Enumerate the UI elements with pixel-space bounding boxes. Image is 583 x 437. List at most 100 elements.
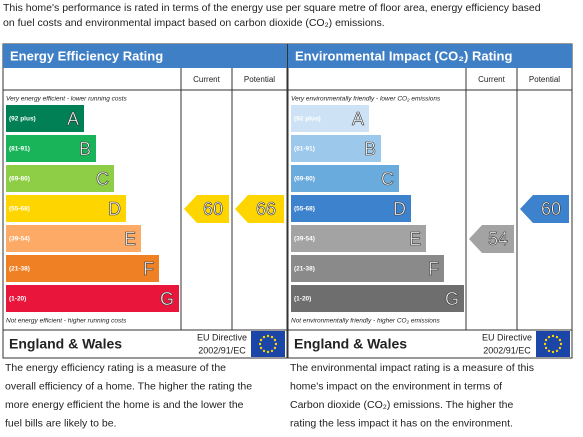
band-letter: D <box>108 199 121 219</box>
band-range: (69-80) <box>9 176 30 183</box>
band-range: (39-54) <box>9 236 30 243</box>
potential-header: Potential <box>244 75 275 84</box>
band-letter: A <box>352 109 364 129</box>
potential-rating: 66 <box>256 199 276 219</box>
rating-band <box>291 225 426 252</box>
band-range: (21-38) <box>9 266 30 273</box>
band-letter: C <box>381 169 394 189</box>
rating-band <box>6 225 141 252</box>
eu-star <box>555 349 559 353</box>
eu-star <box>266 350 270 354</box>
description-line: rating the less impact it has on the env… <box>290 417 513 429</box>
band-range: (55-68) <box>294 206 315 213</box>
band-letter: B <box>79 139 91 159</box>
eu-star <box>262 349 266 353</box>
eu-star <box>270 349 274 353</box>
rating-band <box>6 255 159 282</box>
current-arrow <box>469 225 514 253</box>
top-note: Very energy efficient - lower running co… <box>6 96 128 103</box>
eu-star <box>551 350 555 354</box>
eu-star <box>259 338 263 342</box>
band-range: (21-38) <box>294 266 315 273</box>
rating-band <box>291 105 369 132</box>
eu-star <box>558 346 562 350</box>
band-range: (55-68) <box>9 206 30 213</box>
current-rating: 54 <box>488 229 508 249</box>
potential-header: Potential <box>529 75 560 84</box>
description-line: overall efficiency of a home. The higher… <box>5 380 252 392</box>
rating-band <box>6 195 126 222</box>
description-line: more energy efficient the home is and th… <box>5 399 244 411</box>
band-range: (92 plus) <box>9 116 36 123</box>
description-line: home's impact on the environment in term… <box>290 380 502 392</box>
potential-arrow <box>520 195 569 223</box>
eu-star <box>259 346 263 350</box>
directive-code: 2002/91/EC <box>483 345 531 355</box>
band-letter: E <box>409 229 421 249</box>
eu-star <box>543 342 547 346</box>
panel-title: Environmental Impact (CO₂) Rating <box>295 48 512 63</box>
region: England & Wales <box>9 336 122 352</box>
description-line: Carbon dioxide (CO₂) emissions. The high… <box>290 399 513 411</box>
eu-star <box>551 334 555 338</box>
region: England & Wales <box>294 336 407 352</box>
eu-star <box>544 346 548 350</box>
current-header: Current <box>193 75 220 84</box>
rating-band <box>291 285 464 312</box>
band-letter: F <box>143 259 154 279</box>
eu-star <box>547 335 551 339</box>
band-range: (81-91) <box>9 146 30 153</box>
rating-band <box>291 255 444 282</box>
band-letter: A <box>67 109 79 129</box>
rating-band <box>291 165 399 192</box>
panel-title-bar <box>3 44 287 68</box>
eu-star <box>559 342 563 346</box>
potential-arrow <box>235 195 284 223</box>
panel-title: Energy Efficiency Rating <box>10 48 163 63</box>
rating-band <box>291 135 381 162</box>
intro-line: on fuel costs and environmental impact b… <box>3 17 385 29</box>
rating-band <box>6 285 179 312</box>
eu-star <box>555 335 559 339</box>
band-range: (1-20) <box>9 296 26 303</box>
eu-star <box>558 338 562 342</box>
band-letter: G <box>445 289 459 309</box>
directive: EU Directive <box>197 332 247 342</box>
bottom-note: Not energy efficient - higher running co… <box>6 318 127 325</box>
description-line: The environmental impact rating is a mea… <box>290 362 534 374</box>
rating-band <box>6 105 84 132</box>
band-letter: D <box>393 199 406 219</box>
band-letter: E <box>124 229 136 249</box>
band-letter: G <box>160 289 174 309</box>
eu-star <box>547 349 551 353</box>
directive: EU Directive <box>482 332 532 342</box>
top-note: Very environmentally friendly - lower CO… <box>291 96 441 103</box>
band-range: (81-91) <box>294 146 315 153</box>
eu-star <box>258 342 262 346</box>
description-line: The energy efficiency rating is a measur… <box>5 362 226 374</box>
bottom-note: Not environmentally friendly - higher CO… <box>291 318 441 325</box>
eu-star <box>273 346 277 350</box>
panel-title-bar <box>288 44 572 68</box>
potential-rating: 60 <box>541 199 561 219</box>
eu-star <box>544 338 548 342</box>
band-letter: F <box>428 259 439 279</box>
intro-line: This home's performance is rated in term… <box>3 2 541 14</box>
eu-star <box>270 335 274 339</box>
band-range: (92 plus) <box>294 116 321 123</box>
eu-star <box>273 338 277 342</box>
current-rating: 60 <box>203 199 223 219</box>
eu-star <box>266 334 270 338</box>
rating-band <box>6 165 114 192</box>
band-range: (69-80) <box>294 176 315 183</box>
current-header: Current <box>478 75 505 84</box>
band-letter: C <box>96 169 109 189</box>
band-range: (1-20) <box>294 296 311 303</box>
band-letter: B <box>364 139 376 159</box>
description-line: fuel bills are likely to be. <box>5 417 116 429</box>
rating-band <box>291 195 411 222</box>
current-arrow <box>184 195 229 223</box>
rating-band <box>6 135 96 162</box>
directive-code: 2002/91/EC <box>198 345 246 355</box>
